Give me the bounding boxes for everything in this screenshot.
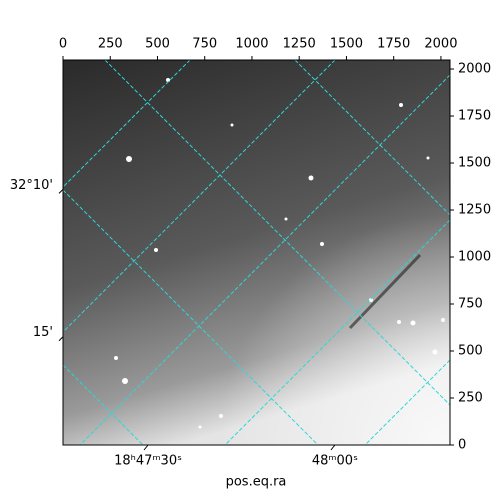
x-tick-label: 500 <box>145 37 170 52</box>
x-tick-label: 1500 <box>330 37 363 52</box>
dec-tick <box>58 188 64 194</box>
x-axis-label: pos.eq.ra <box>226 475 287 490</box>
y-tick-label: 1500 <box>458 156 491 171</box>
ra-tick <box>143 444 149 451</box>
ra-tick <box>330 444 336 451</box>
dec-tick-label: 15' <box>33 325 53 340</box>
ra-tick-label: 48ᵐ00ˢ <box>312 454 358 469</box>
y-tick-label: 0 <box>458 438 466 453</box>
x-tick-label: 1000 <box>235 37 268 52</box>
x-tick-label: 750 <box>192 37 217 52</box>
y-tick-label: 500 <box>458 344 483 359</box>
dec-tick-label: 32°10' <box>10 178 53 193</box>
x-tick-label: 1250 <box>283 37 316 52</box>
x-tick-label: 0 <box>59 37 67 52</box>
frame <box>62 59 451 446</box>
x-tick-label: 2000 <box>424 37 457 52</box>
sky-image <box>63 60 450 445</box>
ra-tick-label: 18ʰ47ᵐ30ˢ <box>114 454 182 469</box>
y-tick-label: 1250 <box>458 203 491 218</box>
y-tick-label: 1750 <box>458 109 491 124</box>
y-tick-label: 750 <box>458 297 483 312</box>
x-tick-label: 1750 <box>377 37 410 52</box>
y-tick-label: 250 <box>458 391 483 406</box>
y-tick-label: 1000 <box>458 250 491 265</box>
coordinate-grid <box>63 60 450 445</box>
dec-tick <box>58 336 64 342</box>
x-tick-label: 250 <box>98 37 123 52</box>
y-tick-label: 2000 <box>458 62 491 77</box>
